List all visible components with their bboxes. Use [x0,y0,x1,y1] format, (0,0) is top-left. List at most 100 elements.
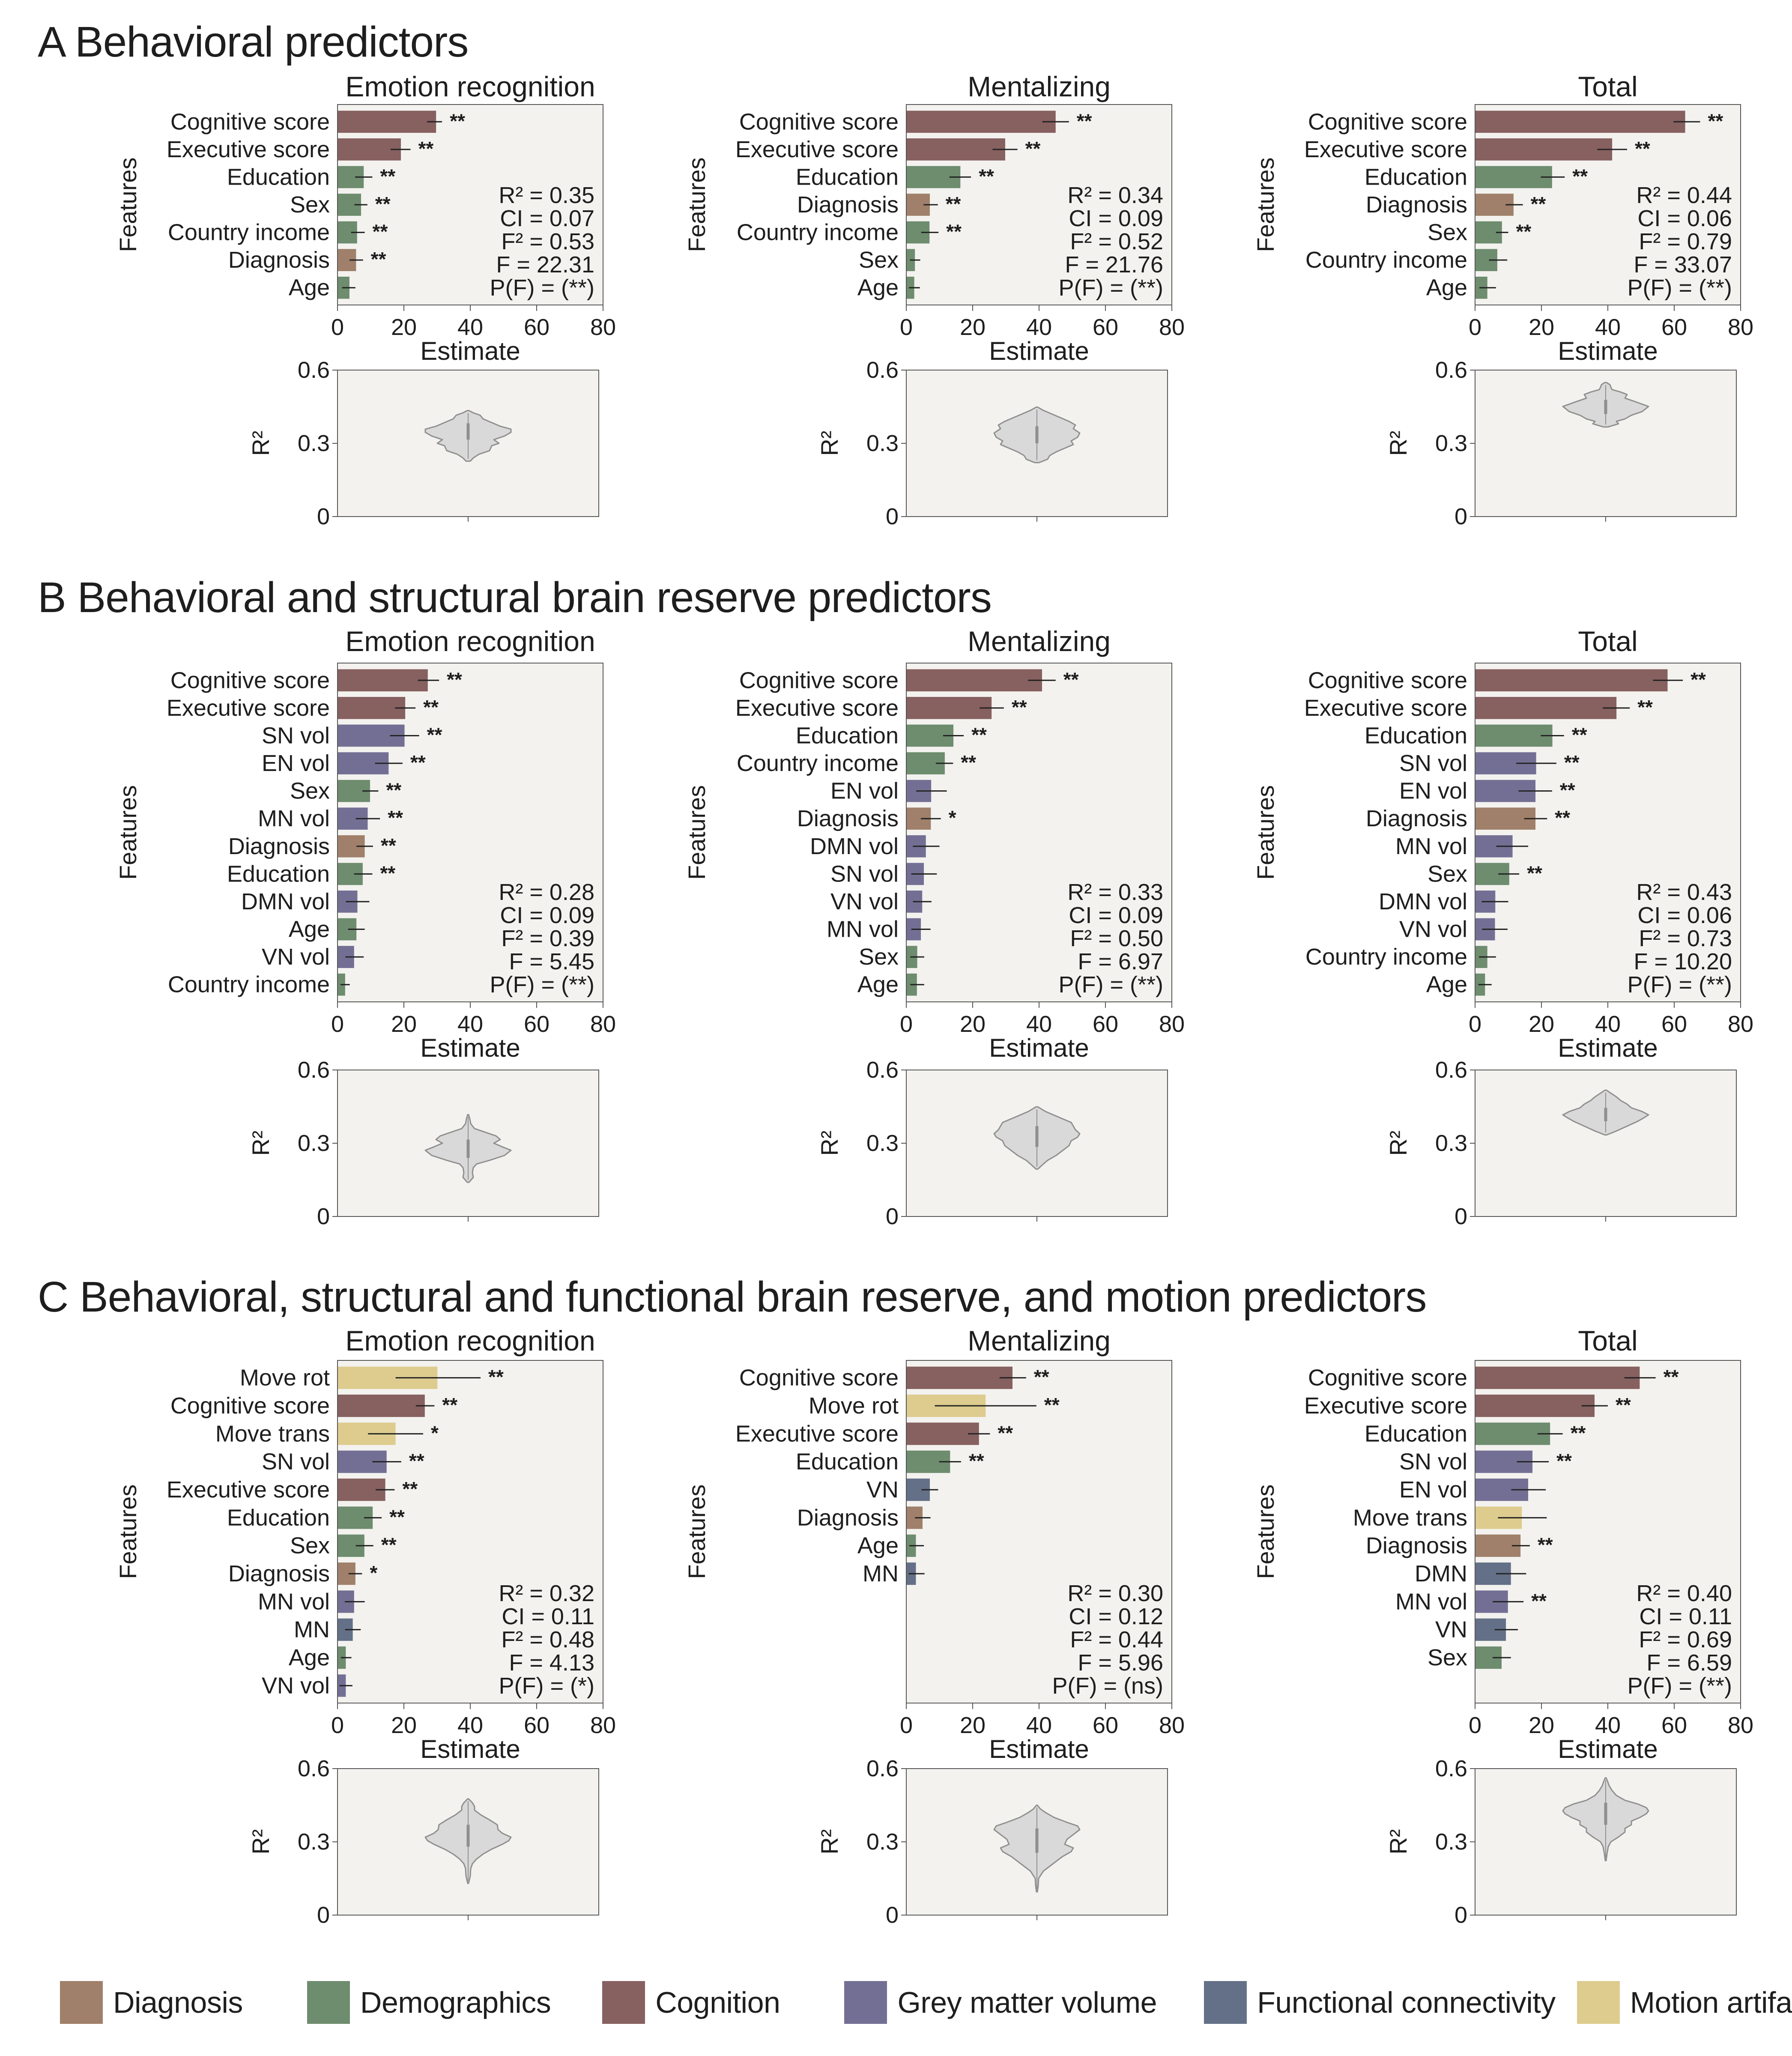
bar-executive-score [907,697,992,719]
legend-item-cognition: Cognition [602,1981,780,2024]
subplot-title: Emotion recognition [345,625,595,657]
feature-label: Sex [1428,1645,1467,1670]
x-tick-label: 0 [1469,1712,1481,1738]
x-tick-label: 0 [900,1011,913,1037]
significance-label: ** [375,193,391,215]
x-tick-label: 0 [1469,314,1481,340]
significance-label: * [370,1562,377,1584]
x-tick-label: 80 [1159,314,1185,340]
violin-y-axis-label: R² [816,1829,843,1854]
bar-cognitive-score [338,111,436,133]
stats-annotation: P(F) = (**) [490,972,594,998]
subplot-b-emotion-recognition: Emotion recognition ** Cognitive score ** Ex… [114,625,616,1229]
y-tick-label: 0.6 [866,1057,899,1083]
violin-y-axis-label: R² [816,1130,843,1156]
x-tick-label: 40 [1026,314,1052,340]
feature-label: Executive score [167,695,330,721]
y-tick-label: 0 [1455,504,1467,529]
feature-label: SN vol [262,1449,330,1475]
significance-label: ** [1560,779,1575,801]
x-tick-label: 20 [1529,314,1554,340]
y-axis-label: Features [114,158,141,252]
feature-label: DMN [1415,1561,1467,1587]
feature-label: EN vol [1399,1477,1467,1503]
significance-label: ** [1531,193,1546,215]
x-tick-label: 60 [1093,1011,1118,1037]
x-tick-label: 40 [457,1011,483,1037]
bar-education [1475,724,1553,747]
feature-label: Executive score [735,695,899,721]
feature-label: Sex [290,778,330,804]
bar-executive-score [338,138,401,161]
x-tick-label: 20 [1529,1712,1554,1738]
x-tick-label: 60 [524,1712,550,1738]
bar-executive-score [1475,1394,1595,1417]
violin-y-axis-label: R² [247,1130,274,1156]
x-tick-label: 40 [1026,1011,1052,1037]
x-axis-label: Estimate [420,337,520,365]
legend-swatch [1204,1981,1247,2024]
feature-label: Sex [1428,220,1467,245]
feature-label: Cognitive score [1308,667,1467,693]
subplot-title: Mentalizing [968,1325,1111,1357]
feature-label: Executive score [167,137,330,162]
legend-item-diagnosis: Diagnosis [60,1981,243,2024]
plot-area [337,663,603,1002]
subplot-b-mentalizing: Mentalizing ** Cognitive score ** Executive … [683,625,1185,1229]
significance-label: * [949,807,956,829]
stats-annotation: R² = 0.32 [499,1581,594,1606]
x-tick-label: 80 [1728,1011,1753,1037]
y-tick-label: 0.6 [298,1057,330,1083]
feature-label: Cognitive score [170,1393,330,1419]
x-tick-label: 80 [1159,1712,1185,1738]
stats-annotation: CI = 0.09 [1069,206,1163,231]
subplot-b-total: Total ** Cognitive score ** Executive score *… [1252,625,1753,1229]
significance-label: ** [373,221,388,243]
y-tick-label: 0.6 [298,357,330,383]
subplot-c-mentalizing: Mentalizing ** Cognitive score ** Move rot **… [683,1325,1185,1928]
y-axis-label: Features [683,785,710,880]
feature-label: Diagnosis [228,247,330,273]
x-axis-label: Estimate [420,1735,520,1763]
significance-label: ** [380,862,395,884]
bar-education [1475,166,1552,188]
stats-annotation: CI = 0.06 [1637,902,1732,928]
feature-label: Country income [737,220,899,245]
stats-annotation: F² = 0.53 [501,229,594,254]
subplot-a-emotion-recognition: Emotion recognition ** Cognitive score ** Ex… [114,71,616,529]
stats-annotation: F = 5.96 [1078,1650,1163,1676]
legend-item-demographics: Demographics [307,1981,551,2024]
stats-annotation: R² = 0.40 [1636,1581,1732,1606]
y-tick-label: 0.6 [1435,357,1467,383]
stats-annotation: R² = 0.28 [499,879,594,905]
x-axis-label: Estimate [420,1034,520,1062]
feature-label: MN vol [1395,834,1467,859]
legend-swatch [60,1981,103,2024]
y-axis-label: Features [683,158,710,252]
stats-annotation: R² = 0.35 [499,182,594,208]
feature-label: MN vol [1395,1589,1467,1614]
feature-label: Executive score [1304,695,1467,721]
x-tick-label: 40 [457,1712,483,1738]
x-axis-label: Estimate [989,337,1089,365]
violin-y-axis-label: R² [247,430,274,456]
x-tick-label: 0 [900,314,913,340]
feature-label: Executive score [735,1421,899,1446]
plot-area [906,663,1172,1002]
feature-label: Move trans [1353,1505,1467,1530]
y-tick-label: 0.3 [298,430,330,456]
significance-label: ** [447,668,462,690]
feature-label: EN vol [262,750,330,776]
feature-label: Diagnosis [1366,806,1467,831]
x-tick-label: 40 [1595,1011,1621,1037]
stats-annotation: CI = 0.07 [500,206,594,231]
x-tick-label: 40 [1026,1712,1052,1738]
x-tick-label: 20 [960,314,986,340]
feature-label: Education [1365,723,1467,748]
feature-label: Executive score [1304,1393,1467,1419]
plot-area [1475,1360,1741,1703]
x-tick-label: 80 [590,314,616,340]
y-axis-label: Features [1252,158,1279,252]
subplot-a-total: Total ** Cognitive score ** Executive score *… [1252,71,1753,529]
